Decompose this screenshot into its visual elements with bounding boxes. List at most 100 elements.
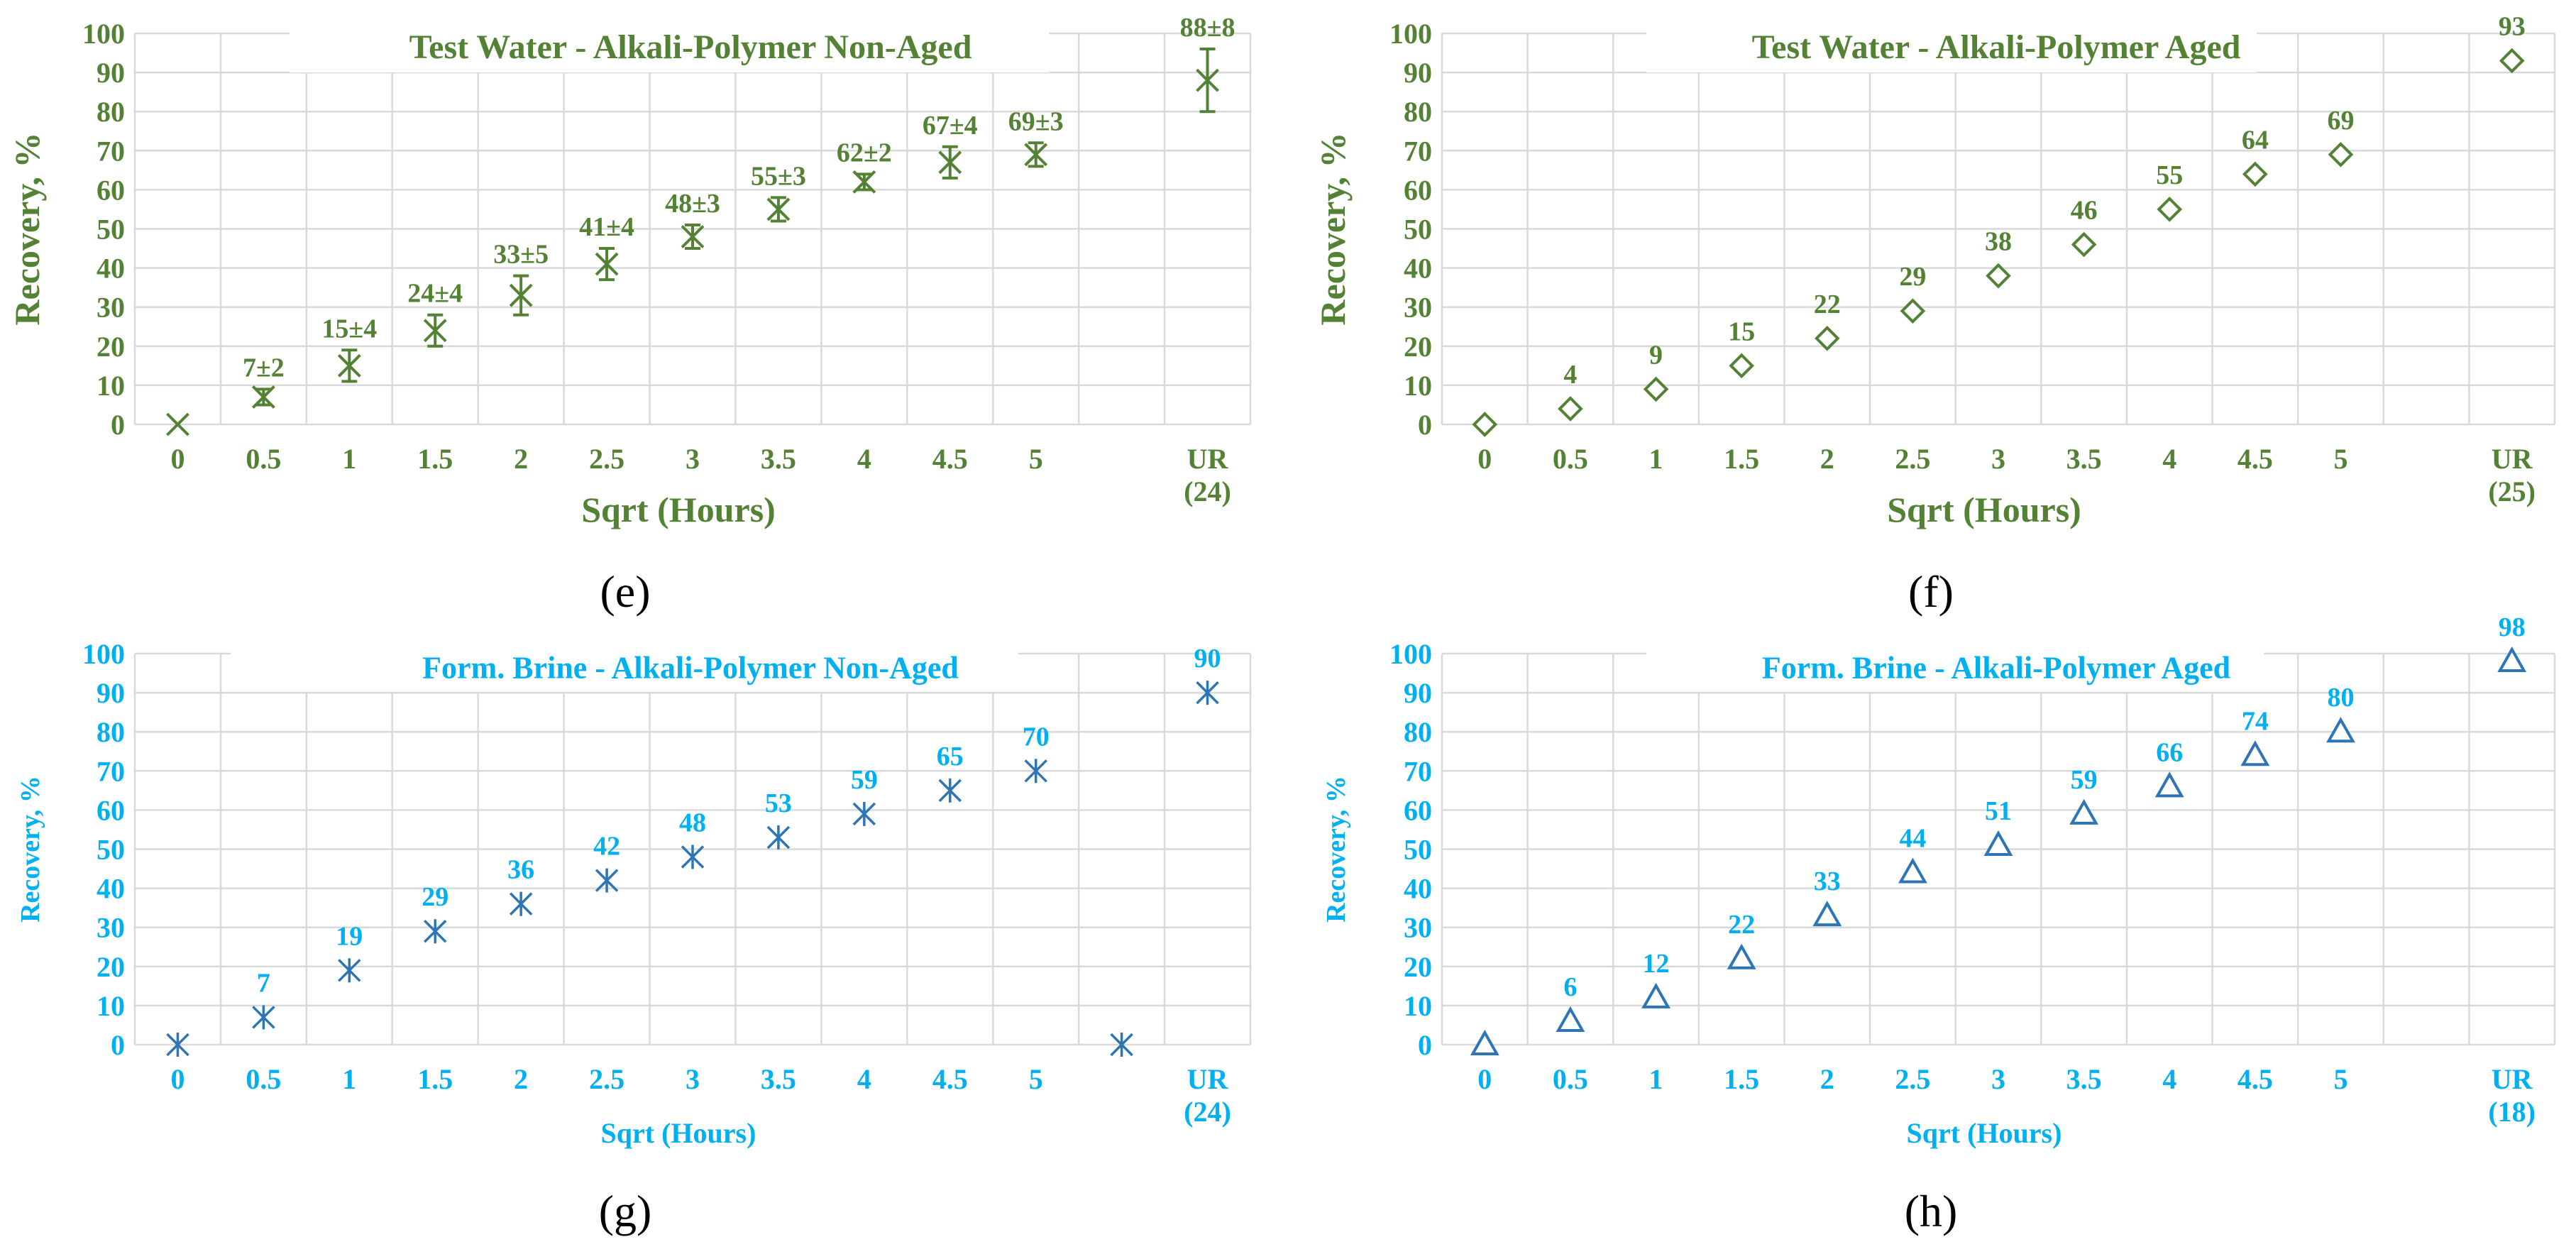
data-points bbox=[166, 48, 1219, 436]
y-tick-label: 80 bbox=[97, 716, 125, 748]
data-label: 66 bbox=[2156, 737, 2183, 767]
data-point bbox=[1641, 982, 1670, 1008]
data-label: 65 bbox=[937, 742, 964, 771]
data-point bbox=[1898, 857, 1927, 884]
x-tick-label: 1 bbox=[342, 1063, 356, 1095]
x-tick-label: 3.5 bbox=[2066, 443, 2102, 475]
y-tick-label: 10 bbox=[97, 990, 125, 1022]
y-tick-label: 60 bbox=[97, 174, 125, 206]
data-point bbox=[1024, 141, 1048, 168]
data-point bbox=[1556, 1006, 1585, 1032]
data-label: 33 bbox=[1814, 867, 1841, 896]
y-tick-label: 20 bbox=[1404, 331, 1432, 363]
y-tick-label: 10 bbox=[97, 370, 125, 402]
x-tick-label: 0 bbox=[1477, 443, 1492, 475]
data-label: 42 bbox=[593, 832, 620, 862]
y-tick-labels: 0 10 20 30 40 50 60 70 80 90 100 bbox=[82, 638, 125, 1061]
x-tick-label: 1 bbox=[1649, 1063, 1663, 1095]
y-tick-label: 10 bbox=[1404, 370, 1432, 402]
data-point bbox=[681, 845, 705, 869]
panel-label: (g) bbox=[599, 1186, 652, 1236]
data-point bbox=[423, 313, 447, 348]
y-axis-label: Recovery, % bbox=[1313, 132, 1353, 325]
data-label: 55±3 bbox=[751, 161, 806, 191]
x-tick-label: 0 bbox=[170, 443, 185, 475]
x-tick-label: 4 bbox=[857, 443, 871, 475]
y-tick-label: 50 bbox=[1404, 834, 1432, 866]
y-tick-label: 30 bbox=[1404, 912, 1432, 944]
x-tick-label: 4 bbox=[857, 1063, 871, 1095]
data-label: 7 bbox=[257, 968, 270, 998]
data-point bbox=[2069, 798, 2099, 825]
data-label: 48 bbox=[679, 808, 706, 838]
x-tick-label: 5 bbox=[1029, 443, 1043, 475]
data-label: 98 bbox=[2499, 612, 2526, 642]
y-tick-label: 90 bbox=[97, 677, 125, 709]
chart-title: Form. Brine - Alkali-Polymer Non-Aged bbox=[422, 650, 959, 685]
data-point bbox=[2242, 161, 2268, 187]
title-box bbox=[1646, 21, 2257, 72]
x-tick-label: 4.5 bbox=[2238, 443, 2273, 475]
data-label: 46 bbox=[2071, 196, 2098, 226]
y-axis-label: Recovery, % bbox=[16, 776, 45, 923]
x-tick-label: 1 bbox=[342, 443, 356, 475]
data-label: 69±3 bbox=[1008, 106, 1064, 136]
data-label: 80 bbox=[2327, 683, 2354, 713]
y-tick-label: 0 bbox=[111, 409, 125, 441]
data-label: 51 bbox=[1985, 796, 2012, 826]
data-point bbox=[766, 196, 791, 223]
x-tick-label: 5 bbox=[2333, 1063, 2347, 1095]
x-tick-labels: 0 0.5 1 1.5 2 2.5 3 3.5 4 4.5 5 UR (25) bbox=[1477, 443, 2536, 507]
x-tick-label: 4 bbox=[2162, 443, 2176, 475]
data-point bbox=[2497, 646, 2527, 673]
y-tick-label: 20 bbox=[97, 951, 125, 983]
y-tick-label: 0 bbox=[111, 1029, 125, 1061]
x-tick-label: UR (25) bbox=[2488, 443, 2536, 507]
y-tick-label: 70 bbox=[1404, 135, 1432, 167]
data-point bbox=[1900, 298, 1926, 324]
x-tick-label: 4.5 bbox=[932, 1063, 968, 1095]
data-label: 29 bbox=[422, 882, 448, 912]
y-tick-labels: 0 10 20 30 40 50 60 70 80 90 100 bbox=[82, 18, 125, 441]
y-tick-label: 40 bbox=[97, 253, 125, 285]
x-axis-label: Sqrt (Hours) bbox=[601, 1117, 756, 1149]
data-label: 4 bbox=[1563, 360, 1577, 390]
y-tick-label: 80 bbox=[97, 96, 125, 128]
data-label: 59 bbox=[851, 765, 878, 795]
data-point bbox=[1196, 681, 1219, 705]
x-tick-label: 0 bbox=[170, 1063, 185, 1095]
panel-label: (e) bbox=[600, 566, 650, 617]
data-point bbox=[509, 274, 533, 317]
x-tick-label: 3 bbox=[686, 443, 700, 475]
data-label: 67±4 bbox=[923, 111, 978, 141]
y-tick-label: 70 bbox=[97, 135, 125, 167]
y-tick-label: 70 bbox=[97, 755, 125, 787]
title-box bbox=[1646, 642, 2264, 692]
data-point bbox=[681, 223, 705, 251]
y-tick-label: 0 bbox=[1418, 409, 1432, 441]
x-tick-label: 4 bbox=[2162, 1063, 2176, 1095]
x-tick-label: 1.5 bbox=[417, 1063, 453, 1095]
data-label: 9 bbox=[1649, 340, 1663, 370]
x-tick-label: 2.5 bbox=[1895, 1063, 1930, 1095]
data-point bbox=[251, 385, 275, 409]
x-tick-label: UR (18) bbox=[2488, 1063, 2536, 1128]
data-label: 36 bbox=[507, 855, 534, 885]
data-label: 33±5 bbox=[493, 240, 549, 270]
x-tick-labels: 0 0.5 1 1.5 2 2.5 3 3.5 4 4.5 5 UR (24) bbox=[170, 1063, 1231, 1128]
data-points bbox=[1470, 646, 2527, 1055]
title-box bbox=[290, 21, 1049, 72]
x-tick-label: 4.5 bbox=[2238, 1063, 2273, 1095]
data-point bbox=[1812, 901, 1842, 927]
data-label: 6 bbox=[1563, 972, 1577, 1002]
y-tick-label: 20 bbox=[1404, 951, 1432, 983]
data-point bbox=[1110, 1033, 1133, 1057]
y-tick-label: 50 bbox=[1404, 214, 1432, 246]
data-label: 53 bbox=[765, 788, 792, 818]
y-tick-label: 40 bbox=[97, 873, 125, 905]
x-tick-label: 2 bbox=[1820, 443, 1834, 475]
y-tick-label: 70 bbox=[1404, 755, 1432, 787]
x-tick-label: 0.5 bbox=[246, 443, 281, 475]
y-tick-label: 90 bbox=[97, 57, 125, 89]
data-label: 59 bbox=[2071, 765, 2098, 795]
